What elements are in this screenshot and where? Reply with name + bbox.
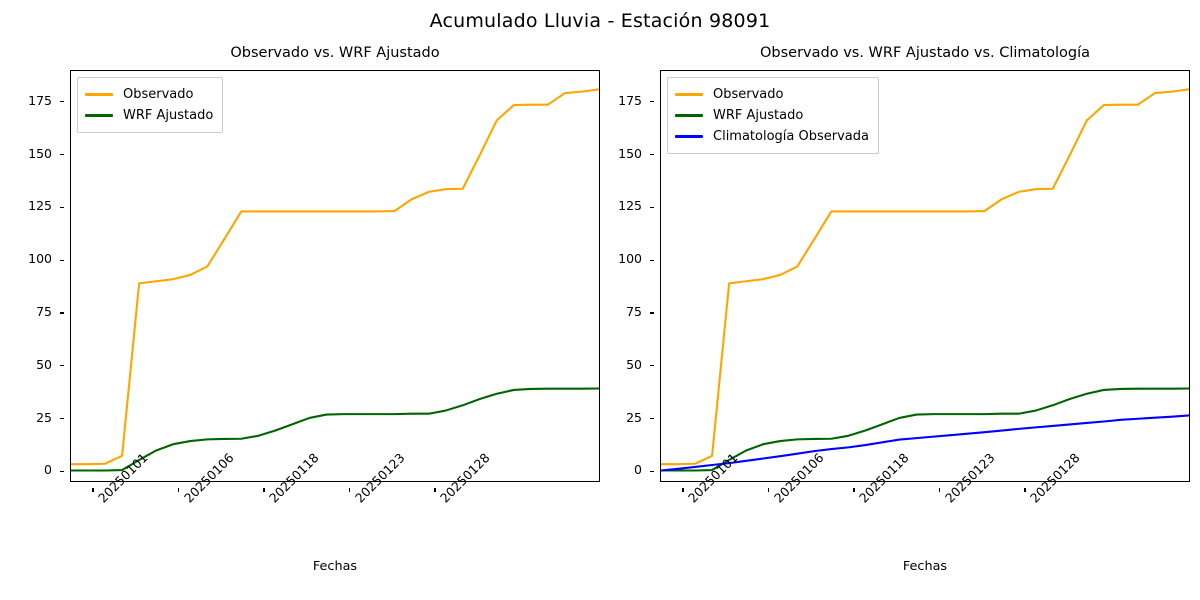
- line-series: [661, 88, 1189, 466]
- legend-label: Observado: [713, 87, 784, 102]
- x-axis-label-left: Fechas: [312, 559, 358, 574]
- legend-item[interactable]: Observado: [85, 84, 213, 105]
- y-tick-mark: [60, 470, 64, 473]
- y-tick-label: 175: [28, 92, 52, 108]
- y-tick-label: 75: [36, 303, 52, 319]
- legend-label: Climatología Observada: [713, 129, 869, 144]
- y-tick-label: 0: [634, 462, 642, 478]
- legend-item[interactable]: Observado: [675, 84, 869, 105]
- y-tick-mark: [60, 418, 64, 420]
- y-tick-label: 150: [618, 145, 642, 161]
- y-tick-label: 150: [28, 145, 52, 161]
- legend-color-swatch: [85, 93, 113, 96]
- plot-area-left: [70, 70, 600, 482]
- x-tick-mark: [938, 488, 941, 492]
- plot-lines-left: [71, 88, 599, 472]
- legend-label: Observado: [123, 87, 194, 102]
- legend-color-swatch: [675, 135, 703, 138]
- x-tick-mark: [92, 488, 94, 492]
- legend-right: Observado WRF Ajustado Climatología Observ…: [667, 77, 879, 154]
- y-tick-label: 125: [618, 198, 642, 214]
- y-tick-mark: [60, 365, 64, 367]
- y-tick-mark: [650, 418, 654, 420]
- line-series: [71, 88, 599, 466]
- line-series: [661, 414, 1189, 472]
- x-tick-mark: [348, 488, 351, 492]
- legend-item[interactable]: WRF Ajustado: [675, 105, 869, 126]
- y-tick-mark: [60, 312, 64, 314]
- y-tick-mark: [650, 470, 654, 473]
- x-axis-label-right: Fechas: [902, 559, 948, 574]
- y-tick-mark: [60, 206, 64, 208]
- y-tick-label: 25: [36, 409, 52, 425]
- subplot-observado-vs-wrf-vs-climatologia: Observado vs. WRF Ajustado vs. Climatolo…: [618, 45, 1190, 574]
- y-tick-mark: [60, 153, 64, 156]
- x-tick-mark: [767, 488, 770, 492]
- y-tick-label: 75: [626, 303, 642, 319]
- y-tick-mark: [650, 259, 654, 261]
- x-tick-mark: [434, 488, 436, 492]
- x-tick-mark: [682, 488, 684, 492]
- subplot-observado-vs-wrf: Observado vs. WRF Ajustado Acumulado Llu…: [28, 45, 600, 574]
- y-tick-mark: [60, 101, 64, 103]
- legend-label: WRF Ajustado: [123, 108, 214, 123]
- legend-item[interactable]: WRF Ajustado: [85, 105, 213, 126]
- plot-lines-right: [661, 88, 1189, 472]
- y-tick-label: 0: [44, 462, 52, 478]
- legend-color-swatch: [85, 114, 113, 117]
- figure-title: Acumulado Lluvia - Estación 98091: [429, 10, 771, 32]
- x-tick-mark: [177, 488, 180, 492]
- y-tick-mark: [650, 365, 654, 367]
- y-tick-mark: [650, 312, 654, 314]
- y-tick-label: 100: [618, 251, 642, 267]
- y-tick-label: 125: [28, 198, 52, 214]
- y-tick-label: 100: [28, 251, 52, 267]
- subplot-title-left: Observado vs. WRF Ajustado: [230, 45, 440, 61]
- legend-label: WRF Ajustado: [713, 108, 804, 123]
- y-tick-label: 25: [626, 409, 642, 425]
- y-tick-label: 175: [618, 92, 642, 108]
- x-tick-mark: [263, 488, 265, 492]
- y-tick-label: 50: [626, 356, 642, 372]
- line-series: [661, 387, 1189, 472]
- y-tick-mark: [60, 259, 64, 261]
- line-series: [71, 387, 599, 472]
- y-tick-mark: [650, 101, 654, 103]
- y-tick-mark: [650, 153, 654, 156]
- x-tick-mark: [1024, 488, 1026, 492]
- x-tick-mark: [853, 488, 855, 492]
- legend-item[interactable]: Climatología Observada: [675, 126, 869, 147]
- y-tick-label: 50: [36, 356, 52, 372]
- legend-color-swatch: [675, 114, 703, 117]
- y-tick-mark: [650, 206, 654, 208]
- legend-color-swatch: [675, 93, 703, 96]
- subplot-title-right: Observado vs. WRF Ajustado vs. Climatolo…: [760, 45, 1090, 61]
- legend-left: Observado WRF Ajustado: [77, 77, 224, 133]
